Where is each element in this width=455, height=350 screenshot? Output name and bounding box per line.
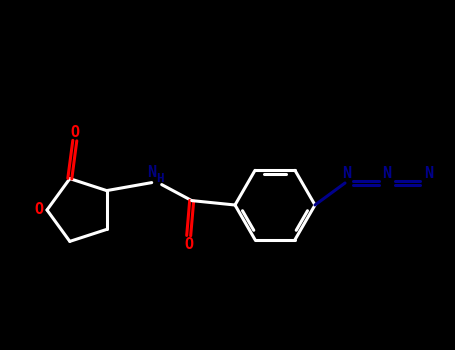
Text: O: O [184,237,193,252]
Text: O: O [35,203,44,217]
Text: H: H [156,172,163,185]
Text: N: N [343,166,352,181]
Text: O: O [70,125,79,140]
Text: N: N [425,166,434,181]
Text: N: N [383,166,392,181]
Text: N: N [147,165,156,180]
